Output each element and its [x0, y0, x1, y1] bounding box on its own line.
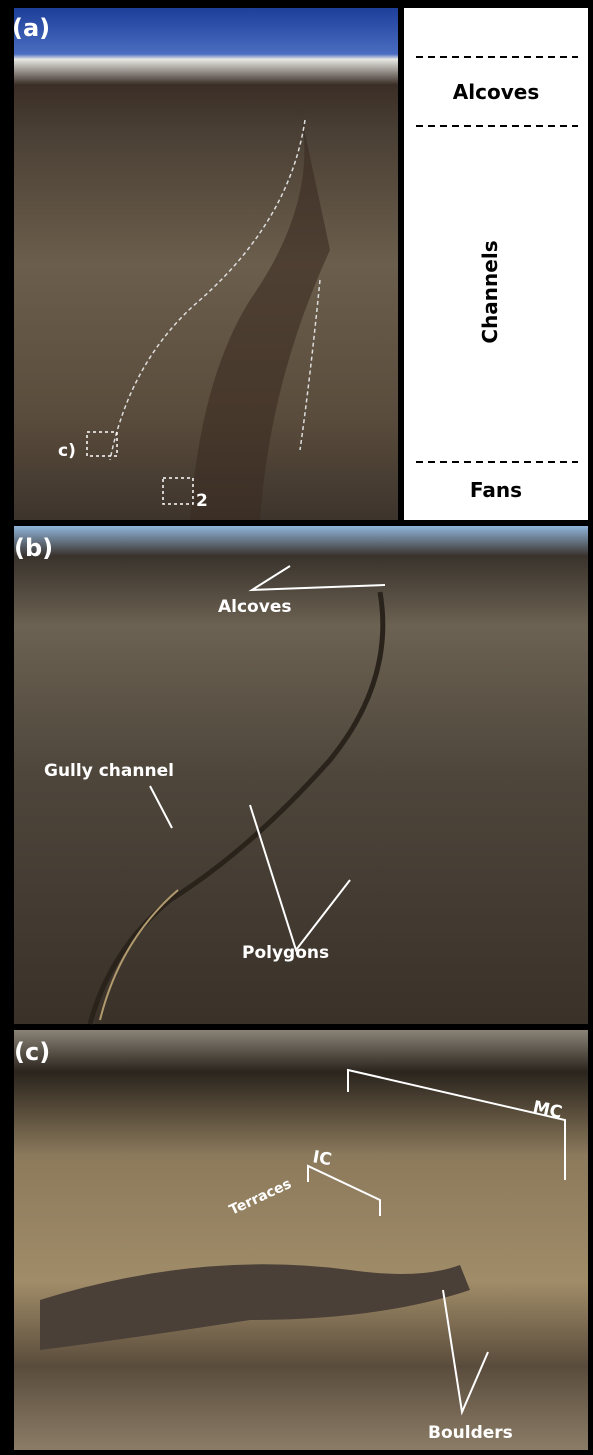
leader — [248, 565, 386, 592]
zone-column — [404, 8, 588, 520]
leader — [149, 785, 173, 829]
inset-box — [86, 431, 118, 457]
photo-b — [14, 526, 588, 1024]
channel-floor — [40, 1264, 470, 1350]
photo-c — [14, 1030, 588, 1450]
gully — [109, 119, 321, 461]
zone-label: Alcoves — [453, 80, 539, 104]
leader — [249, 804, 351, 953]
gully — [87, 591, 386, 1025]
annotation: Gully channel — [44, 761, 174, 781]
annotation: 2 — [196, 491, 208, 511]
annotation: Alcoves — [218, 597, 291, 617]
leader — [442, 1289, 489, 1416]
gully-edge — [99, 889, 179, 1021]
annotation: Boulders — [428, 1423, 513, 1443]
inset-box — [162, 477, 194, 505]
annotation: Polygons — [242, 943, 329, 963]
leader — [347, 1068, 566, 1180]
panel-label: (b) — [14, 534, 53, 562]
zone-label: Channels — [478, 240, 502, 343]
panel-label: (c) — [14, 1038, 50, 1066]
zone-label: Fans — [470, 478, 522, 502]
leader — [307, 1164, 381, 1216]
panel-label: (a) — [12, 14, 50, 42]
annotation: c) — [58, 441, 76, 461]
annotation: IC — [311, 1147, 333, 1170]
channel-shade — [190, 110, 330, 520]
